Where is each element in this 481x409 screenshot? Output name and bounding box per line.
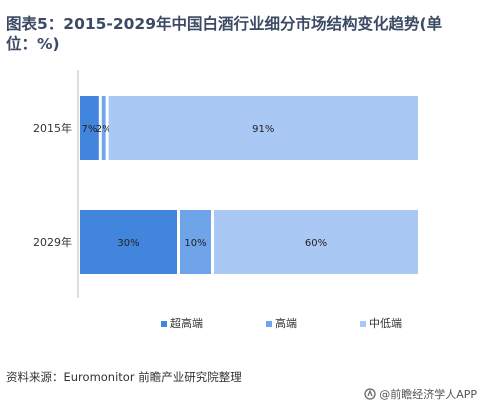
data-label: 7% [81,124,97,135]
bar-segment [108,96,418,160]
legend-swatch [266,321,272,327]
chart-title: 图表5：2015-2029年中国白酒行业细分市场结构变化趋势(单位：%) [6,15,443,53]
category-label: 2029年 [33,235,72,249]
bar-segment [80,210,177,274]
bar-segment [80,96,99,160]
legend-label: 高端 [275,316,297,330]
category-label: 2015年 [33,121,72,135]
data-label: 2% [96,124,112,135]
data-label: 91% [252,124,274,135]
legend-label: 中低端 [369,317,402,330]
data-label: 10% [184,238,206,249]
legend-label: 超高端 [170,316,203,330]
legend-swatch [161,321,167,327]
app-logo-icon [364,388,376,400]
legend-swatch [360,321,366,327]
bar-segment [101,96,106,160]
data-label: 30% [117,238,139,249]
credit-text: @前瞻经济学人APP [379,388,477,401]
data-label: 60% [305,238,327,249]
source-note: 资料来源：Euromonitor 前瞻产业研究院整理 [6,370,242,384]
bar-segment [180,210,211,274]
bar-segment [214,210,418,274]
credit: @前瞻经济学人APP [364,386,477,402]
